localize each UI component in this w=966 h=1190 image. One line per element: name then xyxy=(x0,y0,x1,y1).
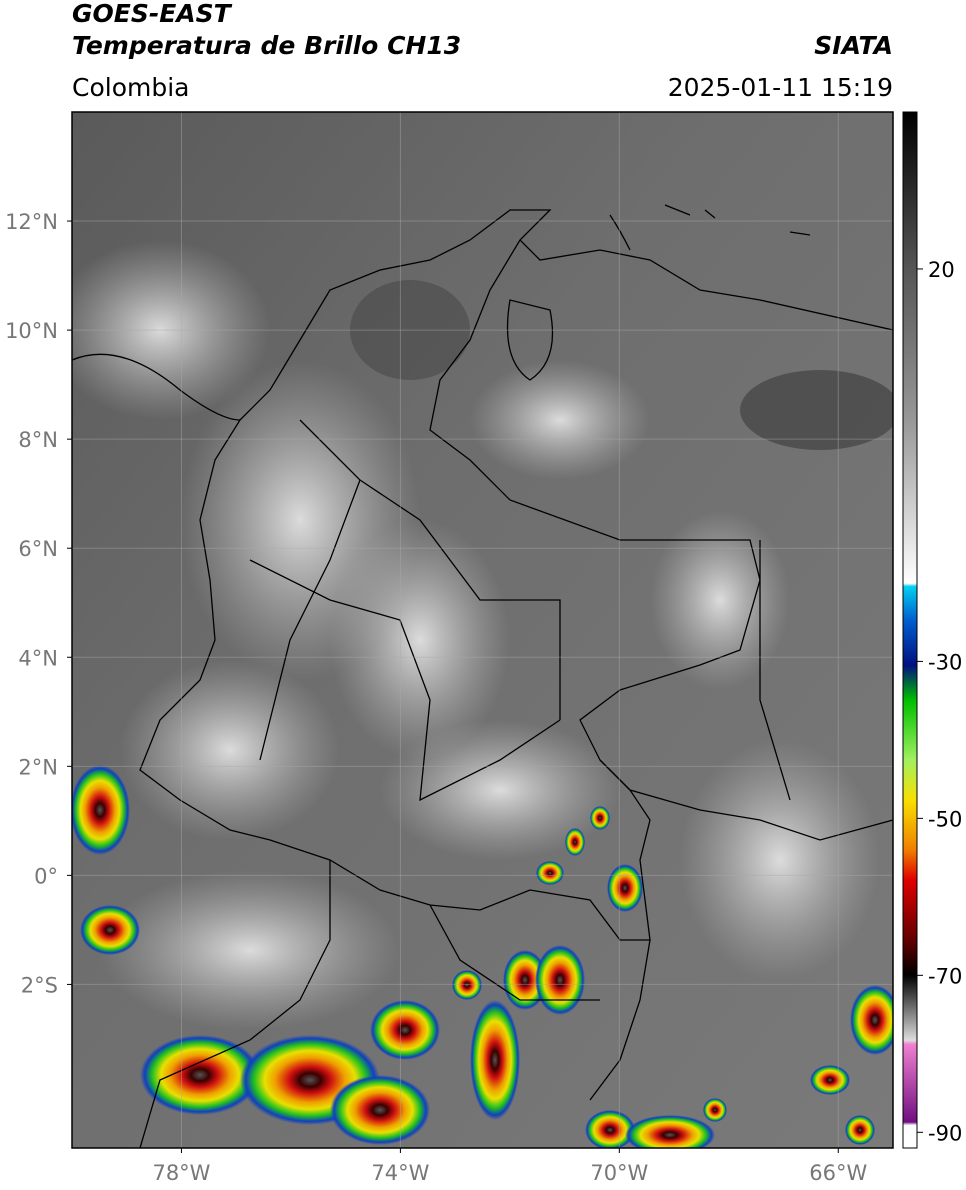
lon-tick-label: 66°W xyxy=(809,1161,867,1185)
colorbar-tick-label: -30 xyxy=(928,650,962,674)
lat-tick-label: 4°N xyxy=(18,646,58,670)
lat-tick-label: 6°N xyxy=(18,537,58,561)
lat-tick-label: 2°N xyxy=(18,755,58,779)
lat-tick-label: 0° xyxy=(34,864,58,888)
product: Temperatura de Brillo CH13 xyxy=(72,31,461,60)
colorbar xyxy=(902,111,918,1149)
lat-tick-label: 8°N xyxy=(18,428,58,452)
imagery xyxy=(72,112,893,1148)
graticule xyxy=(72,112,893,1148)
colorbar-tick-label: -50 xyxy=(928,807,962,831)
colorbar-tick-label: 20 xyxy=(928,258,955,282)
colorbar-tick-label: -70 xyxy=(928,964,962,988)
datetime: 2025-01-11 15:19 xyxy=(668,73,893,102)
lat-tick-label: 12°N xyxy=(5,210,58,234)
map-frame xyxy=(71,111,894,1149)
region: Colombia xyxy=(72,73,189,102)
satellite: GOES-EAST xyxy=(72,0,233,28)
lon-tick-label: 74°W xyxy=(371,1161,429,1185)
lon-tick-label: 70°W xyxy=(590,1161,648,1185)
lat-tick-label: 10°N xyxy=(5,319,58,343)
source: SIATA xyxy=(814,31,893,60)
colorbar-tick-label: -90 xyxy=(928,1121,962,1145)
lat-tick-label: 2°S xyxy=(21,973,58,997)
lon-tick-label: 78°W xyxy=(152,1161,210,1185)
